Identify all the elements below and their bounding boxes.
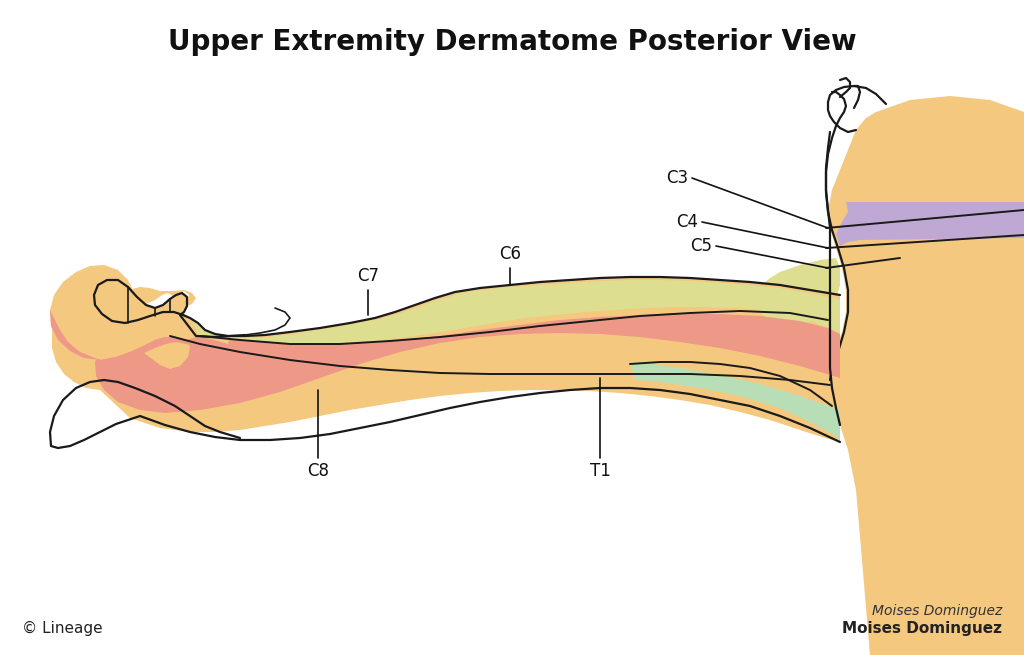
Text: C4: C4 — [676, 213, 698, 231]
Text: © Lineage: © Lineage — [22, 621, 102, 636]
Text: C3: C3 — [666, 169, 688, 187]
Text: C5: C5 — [690, 237, 712, 255]
Polygon shape — [758, 258, 840, 325]
Text: Moises Dominguez: Moises Dominguez — [871, 604, 1002, 618]
Polygon shape — [630, 362, 840, 442]
Polygon shape — [828, 96, 1024, 655]
Polygon shape — [190, 277, 840, 345]
Text: Moises Dominguez: Moises Dominguez — [842, 621, 1002, 636]
Text: Upper Extremity Dermatome Posterior View: Upper Extremity Dermatome Posterior View — [168, 28, 856, 56]
Polygon shape — [50, 310, 228, 362]
Text: C7: C7 — [357, 267, 379, 285]
Polygon shape — [50, 265, 230, 360]
Text: C6: C6 — [499, 245, 521, 263]
Text: T1: T1 — [590, 462, 610, 480]
Polygon shape — [836, 202, 1024, 246]
Text: C8: C8 — [307, 462, 329, 480]
Polygon shape — [52, 277, 840, 442]
Polygon shape — [190, 277, 840, 338]
Polygon shape — [95, 314, 840, 413]
